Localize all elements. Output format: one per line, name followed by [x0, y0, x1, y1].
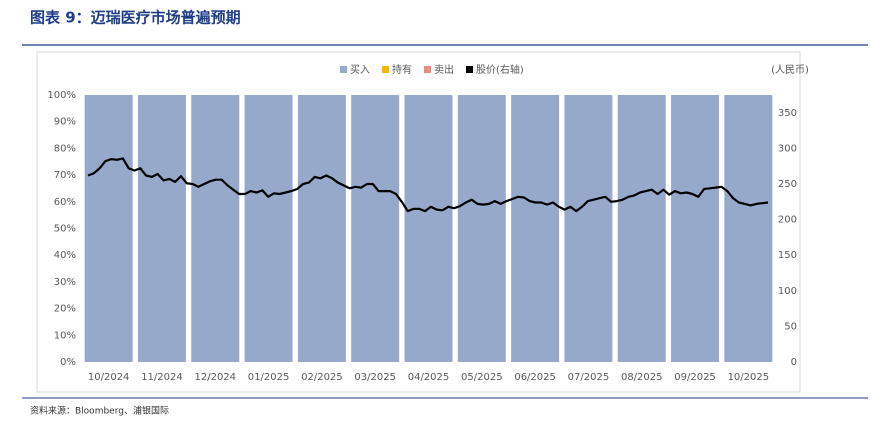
x-tick-label: 07/2025 — [568, 372, 610, 383]
y-tick-label: 70% — [54, 170, 76, 181]
y-tick-label: 50% — [54, 224, 76, 235]
x-tick-label: 06/2025 — [514, 372, 556, 383]
y2-tick-label: 50 — [784, 321, 797, 332]
bar-segment — [404, 95, 453, 362]
x-tick-label: 01/2025 — [248, 372, 290, 383]
y2-tick-label: 0 — [791, 357, 797, 368]
bar-segment — [191, 95, 240, 362]
x-tick-label: 05/2025 — [461, 372, 503, 383]
bar-segment — [137, 95, 186, 362]
x-tick-label: 09/2025 — [674, 372, 716, 383]
unit-label: (人民币) — [771, 64, 809, 76]
bar-segment — [84, 95, 133, 362]
x-tick-label: 03/2025 — [354, 372, 396, 383]
y-tick-label: 30% — [54, 277, 76, 288]
x-tick-label: 02/2025 — [301, 372, 343, 383]
y2-tick-label: 350 — [778, 108, 797, 119]
y-tick-label: 60% — [54, 197, 76, 208]
legend-label: 卖出 — [434, 63, 454, 76]
page-title: 图表 9：迈瑞医疗市场普遍预期 — [30, 9, 241, 27]
chart-frame — [36, 51, 801, 393]
bar-segment — [244, 95, 293, 362]
bar-segment — [617, 95, 666, 362]
y2-tick-label: 250 — [778, 179, 797, 190]
source: 资料来源：Bloomberg、浦银国际 — [30, 405, 169, 417]
bar-segment — [511, 95, 560, 362]
legend-swatch — [382, 66, 389, 73]
bar-segment — [297, 95, 346, 362]
x-tick-label: 10/2024 — [88, 372, 130, 383]
y2-tick-label: 300 — [778, 143, 797, 154]
y-tick-label: 80% — [54, 143, 76, 154]
legend-swatch — [340, 66, 347, 73]
y-tick-label: 90% — [54, 117, 76, 128]
y-tick-label: 10% — [54, 330, 76, 341]
y-tick-label: 20% — [54, 304, 76, 315]
bar-segment — [564, 95, 613, 362]
bar-segment — [351, 95, 400, 362]
bar-segment — [457, 95, 506, 362]
x-tick-label: 12/2024 — [194, 372, 236, 383]
y2-tick-label: 200 — [778, 215, 797, 226]
bar-segment — [671, 95, 720, 362]
price-line — [87, 157, 769, 213]
y-tick-label: 100% — [47, 90, 76, 101]
legend-swatch — [424, 66, 431, 73]
legend-label: 股价(右轴) — [476, 63, 524, 76]
legend-label: 买入 — [350, 64, 370, 76]
y2-tick-label: 150 — [778, 250, 797, 261]
x-tick-label: 10/2025 — [728, 372, 770, 383]
y2-tick-label: 100 — [778, 286, 797, 297]
bar-segment — [724, 95, 773, 362]
legend-label: 持有 — [392, 63, 412, 76]
x-tick-label: 08/2025 — [621, 372, 663, 383]
y-tick-label: 40% — [54, 250, 76, 261]
y-tick-label: 0% — [60, 357, 76, 368]
x-tick-label: 04/2025 — [408, 372, 450, 383]
x-tick-label: 11/2024 — [141, 372, 183, 383]
legend-swatch — [466, 66, 473, 73]
